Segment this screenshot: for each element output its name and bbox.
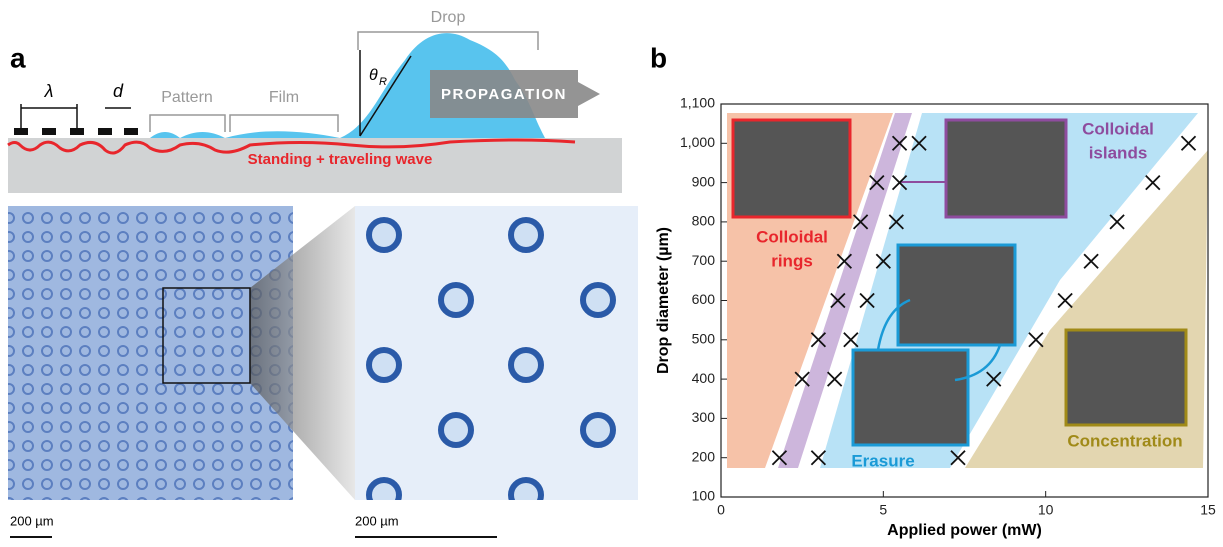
x-tick-label: 5 [879,502,887,518]
drop-label: Drop [431,9,466,26]
propagation-label: PROPAGATION [441,86,567,103]
y-tick-label: 600 [692,291,716,307]
region-label: rings [771,251,813,270]
marker [1182,136,1196,150]
lambda-label: λ [44,81,54,101]
y-tick-label: 700 [692,252,716,268]
scale-label: 200 µm [10,513,54,528]
y-axis-label: Drop diameter (µm) [655,227,672,374]
y-tick-label: 900 [692,173,716,189]
scale-label: 200 µm [355,513,399,528]
x-tick-label: 15 [1200,502,1216,518]
marker [1146,176,1160,190]
theta-sub: R [379,76,387,88]
film [150,131,340,138]
film-label: Film [269,89,299,106]
electrodes [14,128,138,135]
region-label: Erasure [851,451,914,470]
marker [828,372,842,386]
wave-label: Standing + traveling wave [248,151,433,168]
marker [1029,333,1043,347]
region-label: Colloidal [756,227,828,246]
y-tick-label: 200 [692,448,716,464]
d-label: d [113,81,124,101]
region-label: islands [1089,143,1148,162]
marker [1110,215,1124,229]
marker [795,372,809,386]
y-tick-label: 1,000 [680,134,715,150]
panel-label: b [650,42,667,73]
region-label: Concentration [1067,431,1182,450]
x-axis-label: Applied power (mW) [887,522,1042,539]
y-tick-label: 800 [692,213,716,229]
region-label: Colloidal [1082,119,1154,138]
marker [1058,294,1072,308]
marker [844,333,858,347]
x-tick-label: 0 [717,502,725,518]
theta-label: θ [369,67,378,84]
pattern-label: Pattern [161,89,213,106]
y-tick-label: 1,100 [680,95,715,111]
marker [1084,254,1098,268]
y-tick-label: 400 [692,370,716,386]
y-tick-label: 300 [692,409,716,425]
x-tick-label: 10 [1038,502,1054,518]
panel-label: a [10,42,26,73]
y-tick-label: 100 [692,488,716,504]
micrograph-right-pattern [355,206,638,500]
dimension-arrows [21,104,131,128]
y-tick-label: 500 [692,331,716,347]
figure: a λ d Pattern Film Drop θ R PROPAGATION … [0,0,1223,542]
